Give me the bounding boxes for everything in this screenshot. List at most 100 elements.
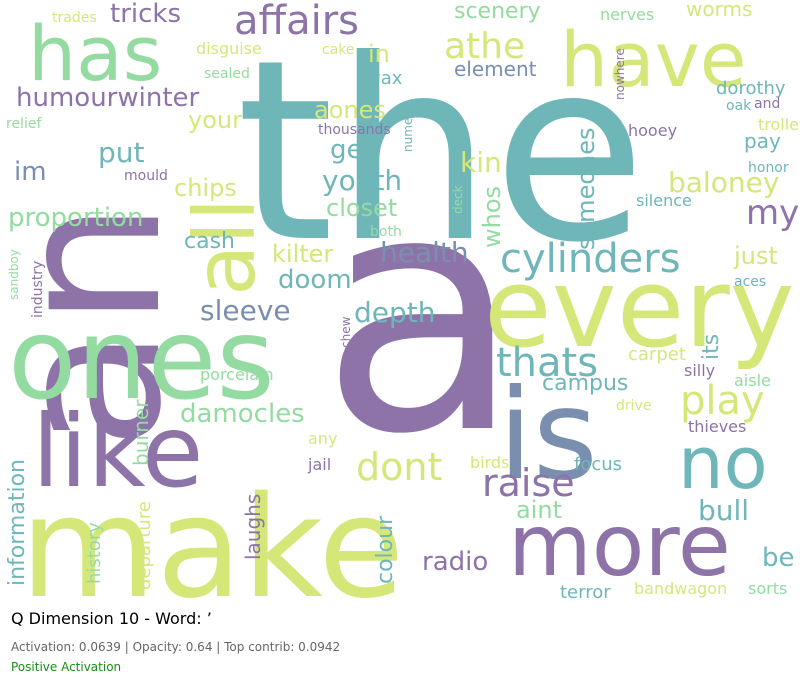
- cloud-word: thats: [496, 340, 598, 386]
- cloud-word: doom: [278, 265, 352, 295]
- cloud-word: whos: [478, 186, 506, 248]
- cloud-word: drive: [616, 398, 651, 414]
- cloud-word: its: [699, 334, 724, 360]
- cloud-word: like: [32, 393, 203, 510]
- cloud-word: cylinders: [500, 236, 681, 282]
- cloud-word: nerves: [600, 5, 654, 24]
- cloud-word: and: [754, 96, 780, 112]
- cloud-word: the: [236, 6, 646, 297]
- cloud-word: information: [5, 459, 30, 586]
- cloud-word: a: [320, 122, 522, 506]
- activation-sign: Positive Activation: [11, 660, 122, 674]
- cloud-word: cake: [322, 42, 355, 58]
- cloud-word: numero: [401, 106, 415, 152]
- cloud-word: an: [0, 201, 206, 450]
- cloud-word: get: [330, 135, 373, 165]
- cloud-word: aones: [314, 96, 386, 124]
- cloud-word: thousands: [318, 122, 391, 138]
- cloud-word: sealed: [204, 66, 250, 82]
- cloud-word: silly: [684, 361, 715, 380]
- cloud-word: pay: [744, 129, 781, 153]
- cloud-word: departure: [134, 501, 155, 590]
- cloud-word: sleeve: [200, 294, 291, 327]
- cloud-word: chew: [339, 316, 353, 348]
- cloud-word: no: [678, 421, 768, 505]
- cloud-word: porcelain: [200, 365, 274, 384]
- cloud-word: kin: [460, 146, 502, 179]
- cloud-word: focus: [574, 454, 622, 475]
- cloud-word: play: [680, 378, 765, 424]
- cloud-word: bandwagon: [634, 579, 727, 598]
- cloud-word: trolley: [758, 115, 800, 134]
- cloud-word: deck: [451, 185, 465, 214]
- cloud-word: baloney: [668, 166, 779, 199]
- cloud-word: disguise: [196, 39, 262, 58]
- cloud-word: my: [746, 193, 799, 233]
- cloud-word: youth: [322, 164, 402, 197]
- cloud-word: aint: [516, 496, 562, 524]
- cloud-word: all: [176, 198, 274, 296]
- cloud-word: relief: [6, 116, 42, 132]
- cloud-word: carpet: [628, 344, 686, 365]
- caption-stats: Activation: 0.0639 | Opacity: 0.64 | Top…: [11, 640, 341, 654]
- cloud-word: industry: [30, 261, 46, 318]
- cloud-word: honor: [748, 160, 789, 176]
- cloud-word: more: [508, 496, 731, 596]
- cloud-word: just: [733, 242, 778, 270]
- cloud-word: sandboy: [7, 249, 21, 300]
- cloud-word: humourwinter: [16, 83, 200, 113]
- cloud-word: element: [454, 57, 537, 81]
- cloud-word: athe: [444, 26, 525, 67]
- cloud-word: chips: [174, 174, 237, 202]
- cloud-word: cash: [184, 229, 235, 254]
- cloud-word: affairs: [234, 0, 359, 44]
- cloud-word: birds: [470, 453, 509, 472]
- cloud-word: dont: [356, 445, 442, 489]
- cloud-word: radio: [422, 547, 488, 577]
- cloud-word: health: [380, 236, 469, 269]
- cloud-word: wax: [366, 68, 403, 89]
- cloud-word: campus: [542, 371, 628, 396]
- cloud-word: is: [498, 363, 598, 508]
- cloud-word: proportion: [8, 203, 143, 233]
- cloud-word: be: [762, 543, 795, 573]
- caption-title: Q Dimension 10 - Word: ’: [11, 609, 212, 628]
- cloud-word: damocles: [180, 399, 305, 429]
- cloud-word: tricks: [110, 0, 181, 29]
- cloud-word: laughs: [241, 494, 265, 560]
- cloud-word: put: [98, 136, 145, 169]
- cloud-word: sorts: [748, 579, 787, 598]
- cloud-word: kilter: [272, 240, 333, 268]
- cloud-word: has: [28, 9, 162, 98]
- cloud-word: have: [560, 15, 746, 104]
- cloud-word: im: [14, 157, 47, 187]
- cloud-word: worms: [686, 0, 752, 21]
- cloud-word: jail: [307, 455, 331, 474]
- cloud-word: ones: [8, 295, 275, 425]
- cloud-word: closet: [326, 194, 397, 222]
- cloud-word: thieves: [688, 417, 746, 436]
- cloud-word: dorothy: [716, 78, 786, 99]
- cloud-word: colour: [373, 515, 398, 584]
- cloud-word: oak: [726, 98, 752, 114]
- cloud-background: [0, 0, 800, 600]
- cloud-word: depth: [354, 296, 436, 329]
- cloud-word: burner: [129, 399, 153, 466]
- cloud-word: in: [368, 40, 390, 68]
- cloud-word: make: [20, 467, 404, 600]
- cloud-word: aisle: [734, 371, 771, 390]
- cloud-word: silence: [636, 191, 692, 210]
- cloud-word: nowhere: [613, 48, 627, 100]
- cloud-word: terror: [560, 582, 611, 600]
- cloud-word: both: [370, 224, 402, 240]
- cloud-word: raise: [482, 461, 575, 505]
- cloud-word: someones: [572, 128, 600, 251]
- cloud-word: your: [188, 106, 242, 134]
- cloud-word: any: [308, 429, 337, 448]
- cloud-word: scenery: [454, 0, 541, 24]
- cloud-word: mould: [124, 168, 168, 184]
- cloud-word: history: [84, 522, 105, 584]
- cloud-word: trades: [52, 10, 97, 26]
- cloud-word: every: [484, 244, 795, 372]
